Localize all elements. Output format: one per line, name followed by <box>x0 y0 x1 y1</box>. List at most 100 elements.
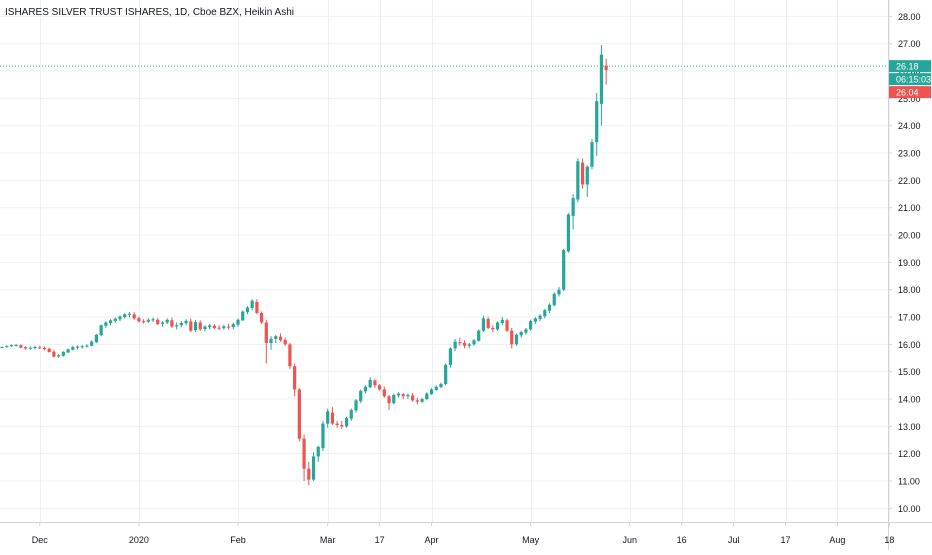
candle[interactable] <box>444 363 448 386</box>
candle[interactable] <box>486 317 490 330</box>
candle[interactable] <box>396 392 401 398</box>
candle[interactable] <box>236 318 240 327</box>
candle[interactable] <box>599 45 604 126</box>
candle[interactable] <box>24 346 28 350</box>
candle[interactable] <box>529 319 533 331</box>
candle[interactable] <box>9 344 14 348</box>
candle[interactable] <box>19 344 23 349</box>
candle[interactable] <box>66 348 70 354</box>
candle[interactable] <box>241 310 245 322</box>
candle[interactable] <box>307 461 311 486</box>
candle[interactable] <box>533 317 537 324</box>
candle[interactable] <box>118 315 122 322</box>
candle[interactable] <box>226 323 231 330</box>
candle[interactable] <box>75 345 80 350</box>
candle[interactable] <box>189 318 193 333</box>
candle[interactable] <box>382 386 386 398</box>
candle[interactable] <box>514 333 519 346</box>
candle[interactable] <box>524 327 528 335</box>
candle[interactable] <box>368 377 372 389</box>
candle[interactable] <box>434 385 438 391</box>
candle[interactable] <box>547 303 552 313</box>
candle[interactable] <box>198 320 202 331</box>
candle[interactable] <box>349 408 353 421</box>
candle[interactable] <box>311 452 316 482</box>
candle[interactable] <box>170 317 174 328</box>
candle[interactable] <box>245 306 250 315</box>
candle[interactable] <box>208 323 212 330</box>
candle[interactable] <box>538 314 542 322</box>
candle[interactable] <box>61 351 65 357</box>
candle[interactable] <box>472 338 476 346</box>
candle[interactable] <box>231 322 235 330</box>
candle[interactable] <box>562 248 566 292</box>
candle[interactable] <box>425 392 429 401</box>
candle[interactable] <box>137 316 141 323</box>
candle[interactable] <box>316 445 320 462</box>
candle[interactable] <box>604 58 608 85</box>
candle[interactable] <box>481 315 486 333</box>
candle[interactable] <box>274 334 278 343</box>
candle[interactable] <box>278 333 283 342</box>
candle[interactable] <box>363 385 368 394</box>
candle[interactable] <box>302 434 306 482</box>
candle[interactable] <box>14 343 18 347</box>
candle[interactable] <box>401 393 405 400</box>
candle[interactable] <box>94 333 98 343</box>
candle[interactable] <box>42 346 47 351</box>
candle[interactable] <box>269 336 273 350</box>
candles[interactable] <box>0 45 608 486</box>
candle[interactable] <box>175 322 179 330</box>
candle[interactable] <box>340 420 344 430</box>
candle[interactable] <box>99 324 103 337</box>
candle[interactable] <box>392 393 396 405</box>
candle[interactable] <box>359 389 363 404</box>
candle[interactable] <box>264 319 268 364</box>
candle[interactable] <box>477 329 481 342</box>
candle[interactable] <box>510 327 514 349</box>
candle[interactable] <box>293 363 297 397</box>
candle[interactable] <box>595 92 599 156</box>
candle[interactable] <box>439 382 443 389</box>
candle[interactable] <box>467 342 471 349</box>
candle[interactable] <box>203 325 207 332</box>
candle[interactable] <box>71 345 75 351</box>
candle[interactable] <box>580 158 585 189</box>
candle[interactable] <box>590 139 594 170</box>
candle[interactable] <box>283 337 287 346</box>
candle[interactable] <box>260 311 264 324</box>
candle[interactable] <box>52 349 56 358</box>
candle[interactable] <box>344 416 349 428</box>
candle[interactable] <box>571 194 575 230</box>
candle[interactable] <box>354 399 358 413</box>
candle[interactable] <box>429 388 434 395</box>
candle[interactable] <box>127 312 132 318</box>
candle[interactable] <box>500 317 504 326</box>
candle[interactable] <box>255 299 259 315</box>
candle[interactable] <box>411 393 415 402</box>
candle[interactable] <box>330 407 334 425</box>
candle[interactable] <box>326 408 330 428</box>
candle[interactable] <box>458 337 462 346</box>
candle[interactable] <box>160 321 165 327</box>
candle[interactable] <box>132 312 136 320</box>
candle[interactable] <box>321 420 325 451</box>
candle[interactable] <box>57 353 61 359</box>
candle[interactable] <box>491 325 495 333</box>
candle[interactable] <box>288 342 292 369</box>
candle[interactable] <box>104 321 108 328</box>
candle[interactable] <box>373 379 377 389</box>
candle[interactable] <box>335 420 339 428</box>
candle[interactable] <box>113 317 117 323</box>
candle[interactable] <box>297 388 301 442</box>
candle[interactable] <box>250 299 254 311</box>
candle[interactable] <box>387 394 391 410</box>
candle[interactable] <box>505 318 509 333</box>
candle[interactable] <box>552 292 556 307</box>
time-axis[interactable]: Dec 2020 Feb Mar 17 Apr May Jun 16 Jul 17 Aug 18 <box>0 522 932 545</box>
candle[interactable] <box>38 345 42 350</box>
candle[interactable] <box>212 324 216 330</box>
candle[interactable] <box>165 318 169 325</box>
